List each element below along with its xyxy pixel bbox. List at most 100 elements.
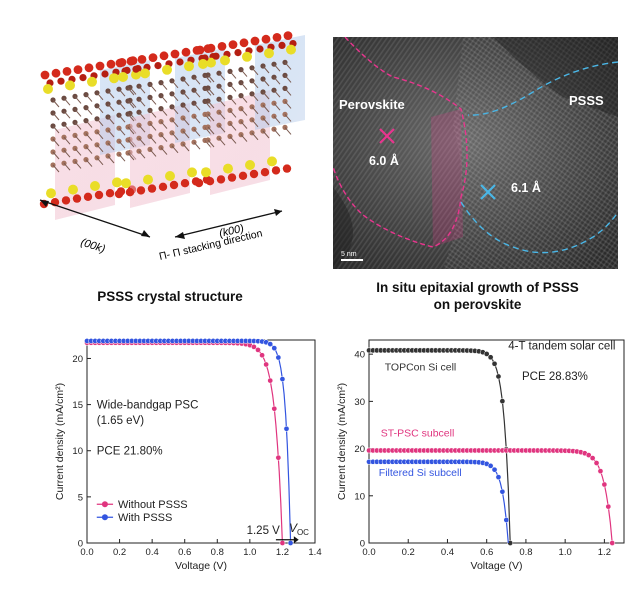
sulfur-atom <box>223 163 233 174</box>
bond <box>118 140 126 149</box>
data-point <box>275 354 282 361</box>
pce-label: PCE 21.80% <box>97 445 163 457</box>
sulfur-atom <box>206 57 216 68</box>
bond <box>107 129 115 138</box>
x-tick-label: 0.6 <box>178 547 191 558</box>
sulfur-atom <box>121 178 131 189</box>
bond <box>273 128 281 137</box>
bond <box>240 134 248 142</box>
data-point <box>267 377 274 384</box>
data-point <box>275 454 282 461</box>
crystal-structure-illustration: (00k) (k00) Π- Π stacking direction <box>39 31 305 263</box>
bond <box>85 133 93 141</box>
bond <box>63 162 71 171</box>
sulfur-atom <box>184 61 194 72</box>
bond <box>149 110 157 118</box>
data-point <box>487 354 494 361</box>
oxygen-atom <box>250 36 260 46</box>
data-point <box>605 503 612 510</box>
y-axis-label: Current density (mA/cm²) <box>54 383 66 500</box>
bond <box>52 112 60 121</box>
bond <box>240 121 248 129</box>
bond <box>96 144 104 153</box>
data-point <box>491 466 498 473</box>
sulfur-atom <box>131 69 141 80</box>
oxygen-atom <box>72 194 82 203</box>
sulfur-atom <box>201 167 211 178</box>
bond <box>127 139 135 148</box>
bond <box>138 150 146 159</box>
data-point <box>597 468 604 474</box>
perovskite-spacing-label: 6.0 Å <box>369 153 399 168</box>
bond <box>171 132 179 141</box>
y-tick-label: 10 <box>354 491 365 502</box>
bond <box>207 74 215 83</box>
oxygen-atom <box>256 45 264 53</box>
bond <box>182 117 190 126</box>
bond <box>171 80 179 89</box>
oxygen-atom <box>195 45 205 55</box>
sulfur-atom <box>109 73 119 84</box>
jv-chart-wide-bandgap: 0.0 0.2 0.4 0.6 0.8 1.0 1.2 1.4 0 5 10 15 20 Voltage … <box>54 338 322 572</box>
oxygen-atom <box>105 189 115 198</box>
axis-label-00k: (00k) <box>79 236 107 255</box>
bond <box>251 132 259 141</box>
oxygen-atom <box>194 178 204 188</box>
oxygen-atom <box>84 63 94 73</box>
bond <box>207 113 215 122</box>
sulfur-atom <box>65 80 75 91</box>
sulfur-atom <box>242 51 252 62</box>
bond <box>160 108 168 116</box>
y-tick-label: 10 <box>72 446 83 457</box>
bond <box>160 147 168 155</box>
oxygen-atom <box>283 31 293 40</box>
x-tick-label: 0.4 <box>441 547 454 558</box>
bond <box>193 89 201 98</box>
bond <box>107 103 115 112</box>
axis-arrow-k00 <box>174 209 283 239</box>
oxygen-atom <box>239 38 249 48</box>
svg-text:5 nm: 5 nm <box>341 251 357 258</box>
bond <box>240 95 248 103</box>
series-line-0 <box>369 349 511 544</box>
data-point <box>267 341 274 347</box>
bond <box>229 136 237 144</box>
bond <box>52 164 60 173</box>
bond <box>193 115 201 124</box>
bond <box>118 127 126 136</box>
bond <box>273 76 281 85</box>
bond <box>229 84 237 92</box>
bond <box>273 115 281 124</box>
bond <box>262 65 270 74</box>
bond <box>182 143 190 152</box>
y-tick-label: 5 <box>78 492 83 503</box>
series-line-0 <box>87 342 283 544</box>
bond <box>107 90 115 99</box>
oxygen-atom <box>159 51 169 61</box>
bond <box>218 137 226 146</box>
caption-tem-line1: In situ epitaxial growth of PSSS <box>376 280 579 295</box>
bond <box>240 108 248 116</box>
bond <box>118 114 126 123</box>
oxygen-atom <box>238 171 248 180</box>
sulfur-atom <box>46 188 56 199</box>
bond <box>182 78 190 87</box>
bond <box>149 149 157 157</box>
bond <box>149 123 157 131</box>
bond <box>229 97 237 105</box>
bond <box>107 116 115 125</box>
panel-tandem-chart: 0.0 0.2 0.4 0.6 0.8 1.0 1.2 0 10 20 30 40 Voltage (V… <box>327 320 632 610</box>
oxygen-atom <box>176 58 184 66</box>
y-tick-label: 20 <box>354 444 365 455</box>
bond <box>127 152 135 161</box>
oxygen-atom <box>101 70 109 78</box>
y-tick-label: 40 <box>354 350 365 361</box>
bond <box>171 119 179 128</box>
sulfur-atom <box>165 171 175 181</box>
oxygen-atom <box>114 189 124 199</box>
legend-label: Without PSSS <box>118 499 188 511</box>
y-tick-label: 30 <box>354 397 365 408</box>
bond <box>85 107 93 115</box>
bond <box>96 118 104 127</box>
data-point <box>251 344 257 350</box>
